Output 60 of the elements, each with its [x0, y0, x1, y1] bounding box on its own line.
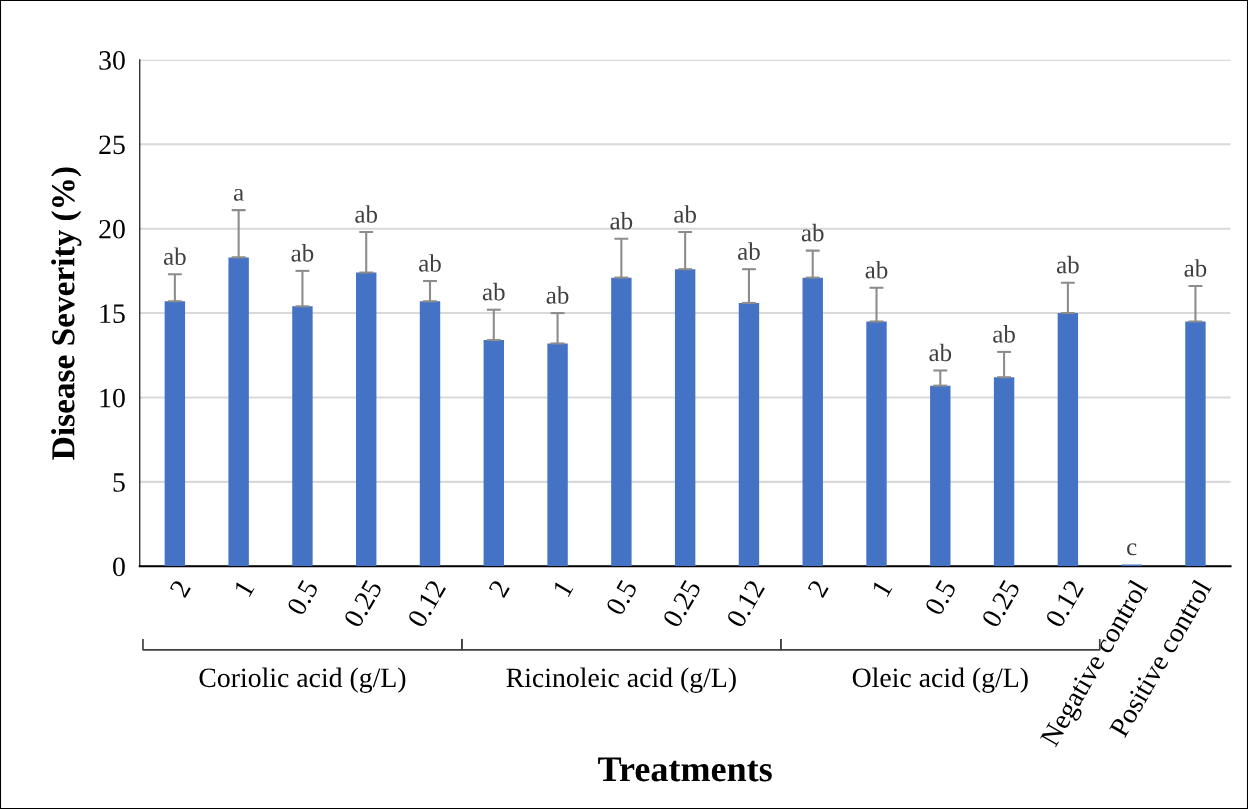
bar [228, 257, 249, 567]
y-tick-label: 15 [100, 304, 125, 323]
data-label: ab [1184, 259, 1207, 277]
x-tick-label: 0.5 [286, 578, 319, 617]
y-tick-label: 10 [100, 388, 125, 408]
x-tick-label: 0.25 [981, 578, 1021, 629]
data-label: ab [865, 260, 888, 279]
data-label: ab [355, 205, 378, 223]
text: Oleic acid (g/L) [852, 667, 1028, 693]
bar [611, 277, 632, 567]
y-axis-title: Disease Severity (%) [51, 167, 82, 460]
x-tick-label: 0.5 [605, 578, 638, 617]
x-tick-label: 2 [807, 579, 829, 599]
x-tick-label: 1 [871, 579, 893, 597]
data-label: ab [291, 244, 314, 262]
bar [1185, 321, 1206, 567]
data-label: ab [993, 325, 1015, 343]
bar [738, 302, 760, 567]
x-tick-label: 2 [169, 579, 191, 599]
x-tick-label: 2 [488, 579, 510, 599]
y-tick-label: 30 [99, 51, 125, 70]
data-label: ab [738, 242, 760, 260]
bar [419, 301, 441, 567]
x-axis-title: Treatments [598, 757, 772, 782]
bar [483, 340, 504, 567]
data-label: ab [419, 254, 441, 272]
x-tick-label: 0.12 [1044, 579, 1085, 629]
data-label: c [1127, 543, 1137, 556]
text: Coriolic acid (g/L) [199, 667, 406, 693]
data-label: ab [929, 343, 952, 362]
y-tick-label: 25 [99, 135, 125, 155]
bar [930, 385, 951, 567]
data-label: ab [1056, 255, 1079, 274]
x-tick-label: 0.12 [725, 579, 766, 629]
y-tick-label: 5 [113, 473, 125, 492]
bar [993, 377, 1015, 567]
bar [802, 277, 823, 567]
bar [356, 272, 377, 567]
y-tick-label: 0 [113, 557, 125, 577]
bar [164, 301, 186, 567]
x-tick-label: 1 [552, 579, 574, 597]
x-tick-label: 0.12 [406, 579, 447, 629]
bar [674, 269, 696, 567]
bar [866, 321, 887, 567]
data-label: ab [801, 223, 824, 242]
x-tick-label: 0.25 [343, 578, 383, 629]
x-tick-label: 0.5 [924, 578, 957, 617]
data-label: ab [163, 247, 186, 266]
data-label: ab [610, 211, 633, 230]
data-label: ab [674, 205, 696, 223]
bar [1057, 313, 1079, 567]
x-tick-label: 1 [233, 579, 255, 597]
bar [292, 306, 313, 567]
data-label: a [233, 188, 244, 201]
text: Ricinoleic acid (g/L) [506, 667, 736, 693]
y-tick-label: 20 [99, 219, 125, 239]
data-label: ab [482, 282, 505, 301]
x-tick-label: 0.25 [662, 578, 702, 629]
bar [547, 343, 568, 567]
data-label: ab [546, 286, 569, 304]
